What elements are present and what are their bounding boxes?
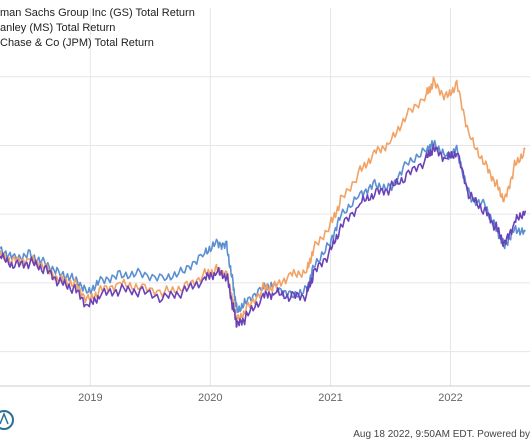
series-line-2 (0, 143, 527, 328)
grid-lines (0, 8, 530, 386)
x-tick-label: 2021 (318, 392, 342, 404)
footer: Aug 18 2022, 9:50AM EDT. Powered by (0, 410, 530, 440)
legend-entry-2: Chase & Co (JPM) Total Return (0, 37, 154, 49)
watermark-logo-icon (0, 410, 14, 430)
x-tick-label: 2022 (438, 392, 462, 404)
legend-entry-0: man Sachs Group Inc (GS) Total Return (0, 7, 195, 19)
legend-entry-1: anley (MS) Total Return (0, 22, 115, 34)
x-tick-label: 2020 (198, 392, 222, 404)
x-axis: 2019 2020 2021 2022 (0, 385, 530, 404)
legend: man Sachs Group Inc (GS) Total Return anl… (0, 7, 195, 49)
series-layer (0, 76, 527, 328)
series-line-1 (0, 76, 526, 325)
x-tick-label: 2019 (78, 392, 102, 404)
footer-timestamp: Aug 18 2022, 9:50AM EDT. Powered by (353, 429, 530, 440)
